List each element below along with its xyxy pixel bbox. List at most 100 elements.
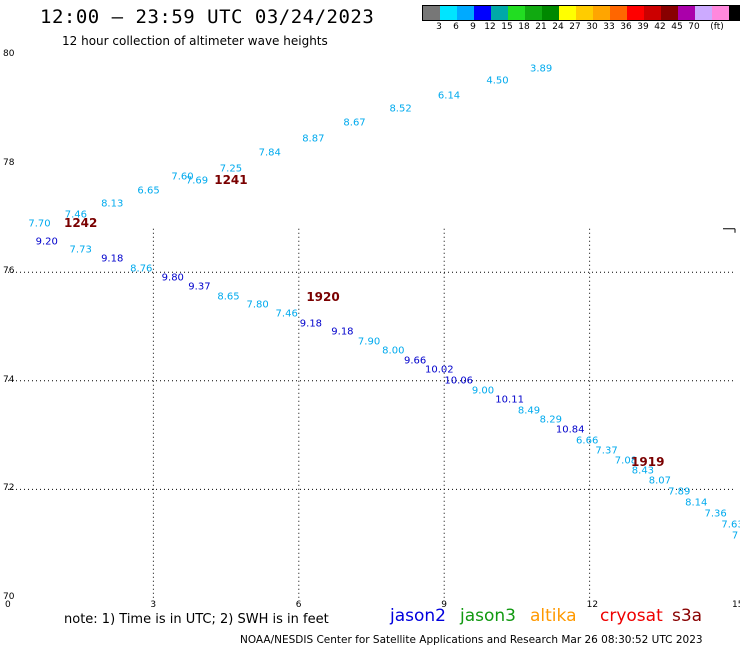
- wave-height-label: 8.07: [648, 475, 672, 487]
- wave-height-label: 7.84: [258, 147, 281, 159]
- wave-height-label: 7.70: [28, 218, 51, 230]
- colorbar-swatch: [576, 6, 593, 20]
- units-note: note: 1) Time is in UTC; 2) SWH is in fe…: [64, 612, 329, 627]
- wave-height-label: 9.00: [471, 385, 495, 397]
- colorbar-swatch: [508, 6, 525, 20]
- footer-credit: NOAA/NESDIS Center for Satellite Applica…: [240, 634, 703, 646]
- wave-height-label: 8.76: [130, 263, 153, 275]
- wave-height-label: 9.37: [188, 281, 211, 293]
- colorbar-swatch: [610, 6, 627, 20]
- wave-height-label: 8.13: [101, 198, 124, 210]
- colorbar-swatch: [491, 6, 508, 20]
- wave-height-label: 9.66: [403, 355, 427, 367]
- legend-jason3: jason3: [460, 606, 516, 626]
- wave-height-label: 10.02: [425, 364, 454, 376]
- colorbar-label: 9: [470, 22, 476, 32]
- wave-height-label: 7.80: [246, 299, 269, 311]
- colorbar-swatch: [644, 6, 661, 20]
- colorbar-swatch: [525, 6, 542, 20]
- wave-height-label: 8.43: [631, 465, 655, 477]
- wave-height-label: 7.60: [171, 171, 194, 183]
- lon-tick-label: 12: [586, 600, 599, 610]
- wave-height-label: 3.89: [529, 63, 553, 75]
- lat-tick-label: 72: [3, 483, 15, 494]
- colorbar-label: 27: [569, 22, 581, 32]
- colorbar-label: 70: [688, 22, 700, 32]
- wave-height-label: 7.46: [275, 308, 298, 320]
- colorbar-label: 30: [586, 22, 598, 32]
- wave-height-label: 10.11: [495, 394, 524, 406]
- wave-height-label: 7.25: [219, 163, 243, 175]
- wave-height-label: 8.29: [539, 414, 562, 426]
- colorbar-label: 6: [453, 22, 459, 32]
- colorbar-label: (ft): [710, 22, 724, 32]
- wave-height-label: 7.73: [69, 244, 92, 256]
- colorbar-swatch: [729, 6, 740, 20]
- legend-s3a: s3a: [672, 606, 703, 626]
- legend-cryosat: cryosat: [600, 606, 663, 626]
- wave-height-label: 9.18: [299, 318, 323, 330]
- colorbar-swatch: [474, 6, 491, 20]
- wave-height-label: 8.49: [517, 405, 541, 417]
- legend-jason2: jason2: [390, 606, 446, 626]
- colorbar-swatch: [457, 6, 474, 20]
- wave-height-label: 9.80: [161, 272, 184, 284]
- wave-height-label: 8.65: [217, 291, 240, 303]
- colorbar-swatch: [542, 6, 559, 20]
- wave-height-label: 7.89: [668, 486, 691, 498]
- wave-height-label: 6.66: [576, 435, 599, 447]
- wave-height-label: 9.18: [331, 326, 354, 338]
- colorbar-swatch: [593, 6, 610, 20]
- wave-height-label: 10.06: [444, 375, 474, 387]
- lon-tick-label: 0: [5, 600, 11, 610]
- lat-tick-label: 78: [3, 157, 15, 168]
- wave-height-label: 7.36: [704, 508, 727, 520]
- colorbar-swatch: [695, 6, 712, 20]
- wave-height-label: 8.67: [343, 117, 366, 129]
- track-id-label: 1242: [63, 216, 98, 231]
- lat-tick-label: 76: [3, 266, 15, 277]
- colorbar-labels: 3 6 9 12 15 18 21 24 27 30 33 36 39 42 45 70 (ft): [422, 22, 740, 34]
- wave-height-label: 9.20: [35, 236, 58, 248]
- wave-height-label: 10.84: [555, 424, 585, 436]
- wave-height-label: 7.37: [595, 445, 618, 457]
- wave-height-colorbar: [422, 5, 740, 21]
- wave-height-label: 7.69: [185, 175, 209, 187]
- track-id-label: 1920: [306, 289, 340, 304]
- lat-tick-label: 74: [3, 374, 15, 385]
- wave-height-label: 8.00: [382, 345, 405, 357]
- colorbar-swatch: [661, 6, 678, 20]
- colorbar-swatch: [712, 6, 729, 20]
- lon-tick-label: 15: [732, 600, 740, 610]
- colorbar-label: 39: [637, 22, 649, 32]
- wave-height-label: 7.08: [614, 455, 638, 467]
- wave-height-label: 4.50: [486, 75, 509, 87]
- colorbar-label: 45: [671, 22, 683, 32]
- wave-height-label: 8.52: [389, 103, 412, 115]
- map-title: 12:00 – 23:59 UTC 03/24/2023: [40, 6, 375, 28]
- colorbar-label: 24: [552, 22, 564, 32]
- wave-height-label: 7.46: [64, 209, 87, 221]
- legend-altika: altika: [530, 606, 577, 626]
- lat-tick-label: 80: [3, 49, 15, 59]
- colorbar-label: 42: [654, 22, 666, 32]
- colorbar-label: 12: [484, 22, 496, 32]
- wave-height-label: 9.18: [101, 253, 124, 265]
- colorbar-swatch: [627, 6, 644, 20]
- colorbar-label: 33: [603, 22, 615, 32]
- wave-height-label: 7: [731, 530, 739, 542]
- lon-tick-label: 6: [295, 600, 302, 610]
- lon-tick-label: 9: [441, 600, 447, 610]
- wave-height-label: 7.90: [357, 336, 381, 348]
- map-subtitle: 12 hour collection of altimeter wave hei…: [62, 34, 328, 48]
- colorbar-label: 36: [620, 22, 632, 32]
- colorbar-swatch: [423, 6, 440, 20]
- colorbar-swatch: [678, 6, 695, 20]
- colorbar-label: 3: [436, 22, 442, 32]
- colorbar-label: 18: [518, 22, 530, 32]
- colorbar-label: 21: [535, 22, 547, 32]
- wave-height-label: 6.14: [437, 90, 461, 102]
- wave-height-label: 8.14: [685, 497, 708, 509]
